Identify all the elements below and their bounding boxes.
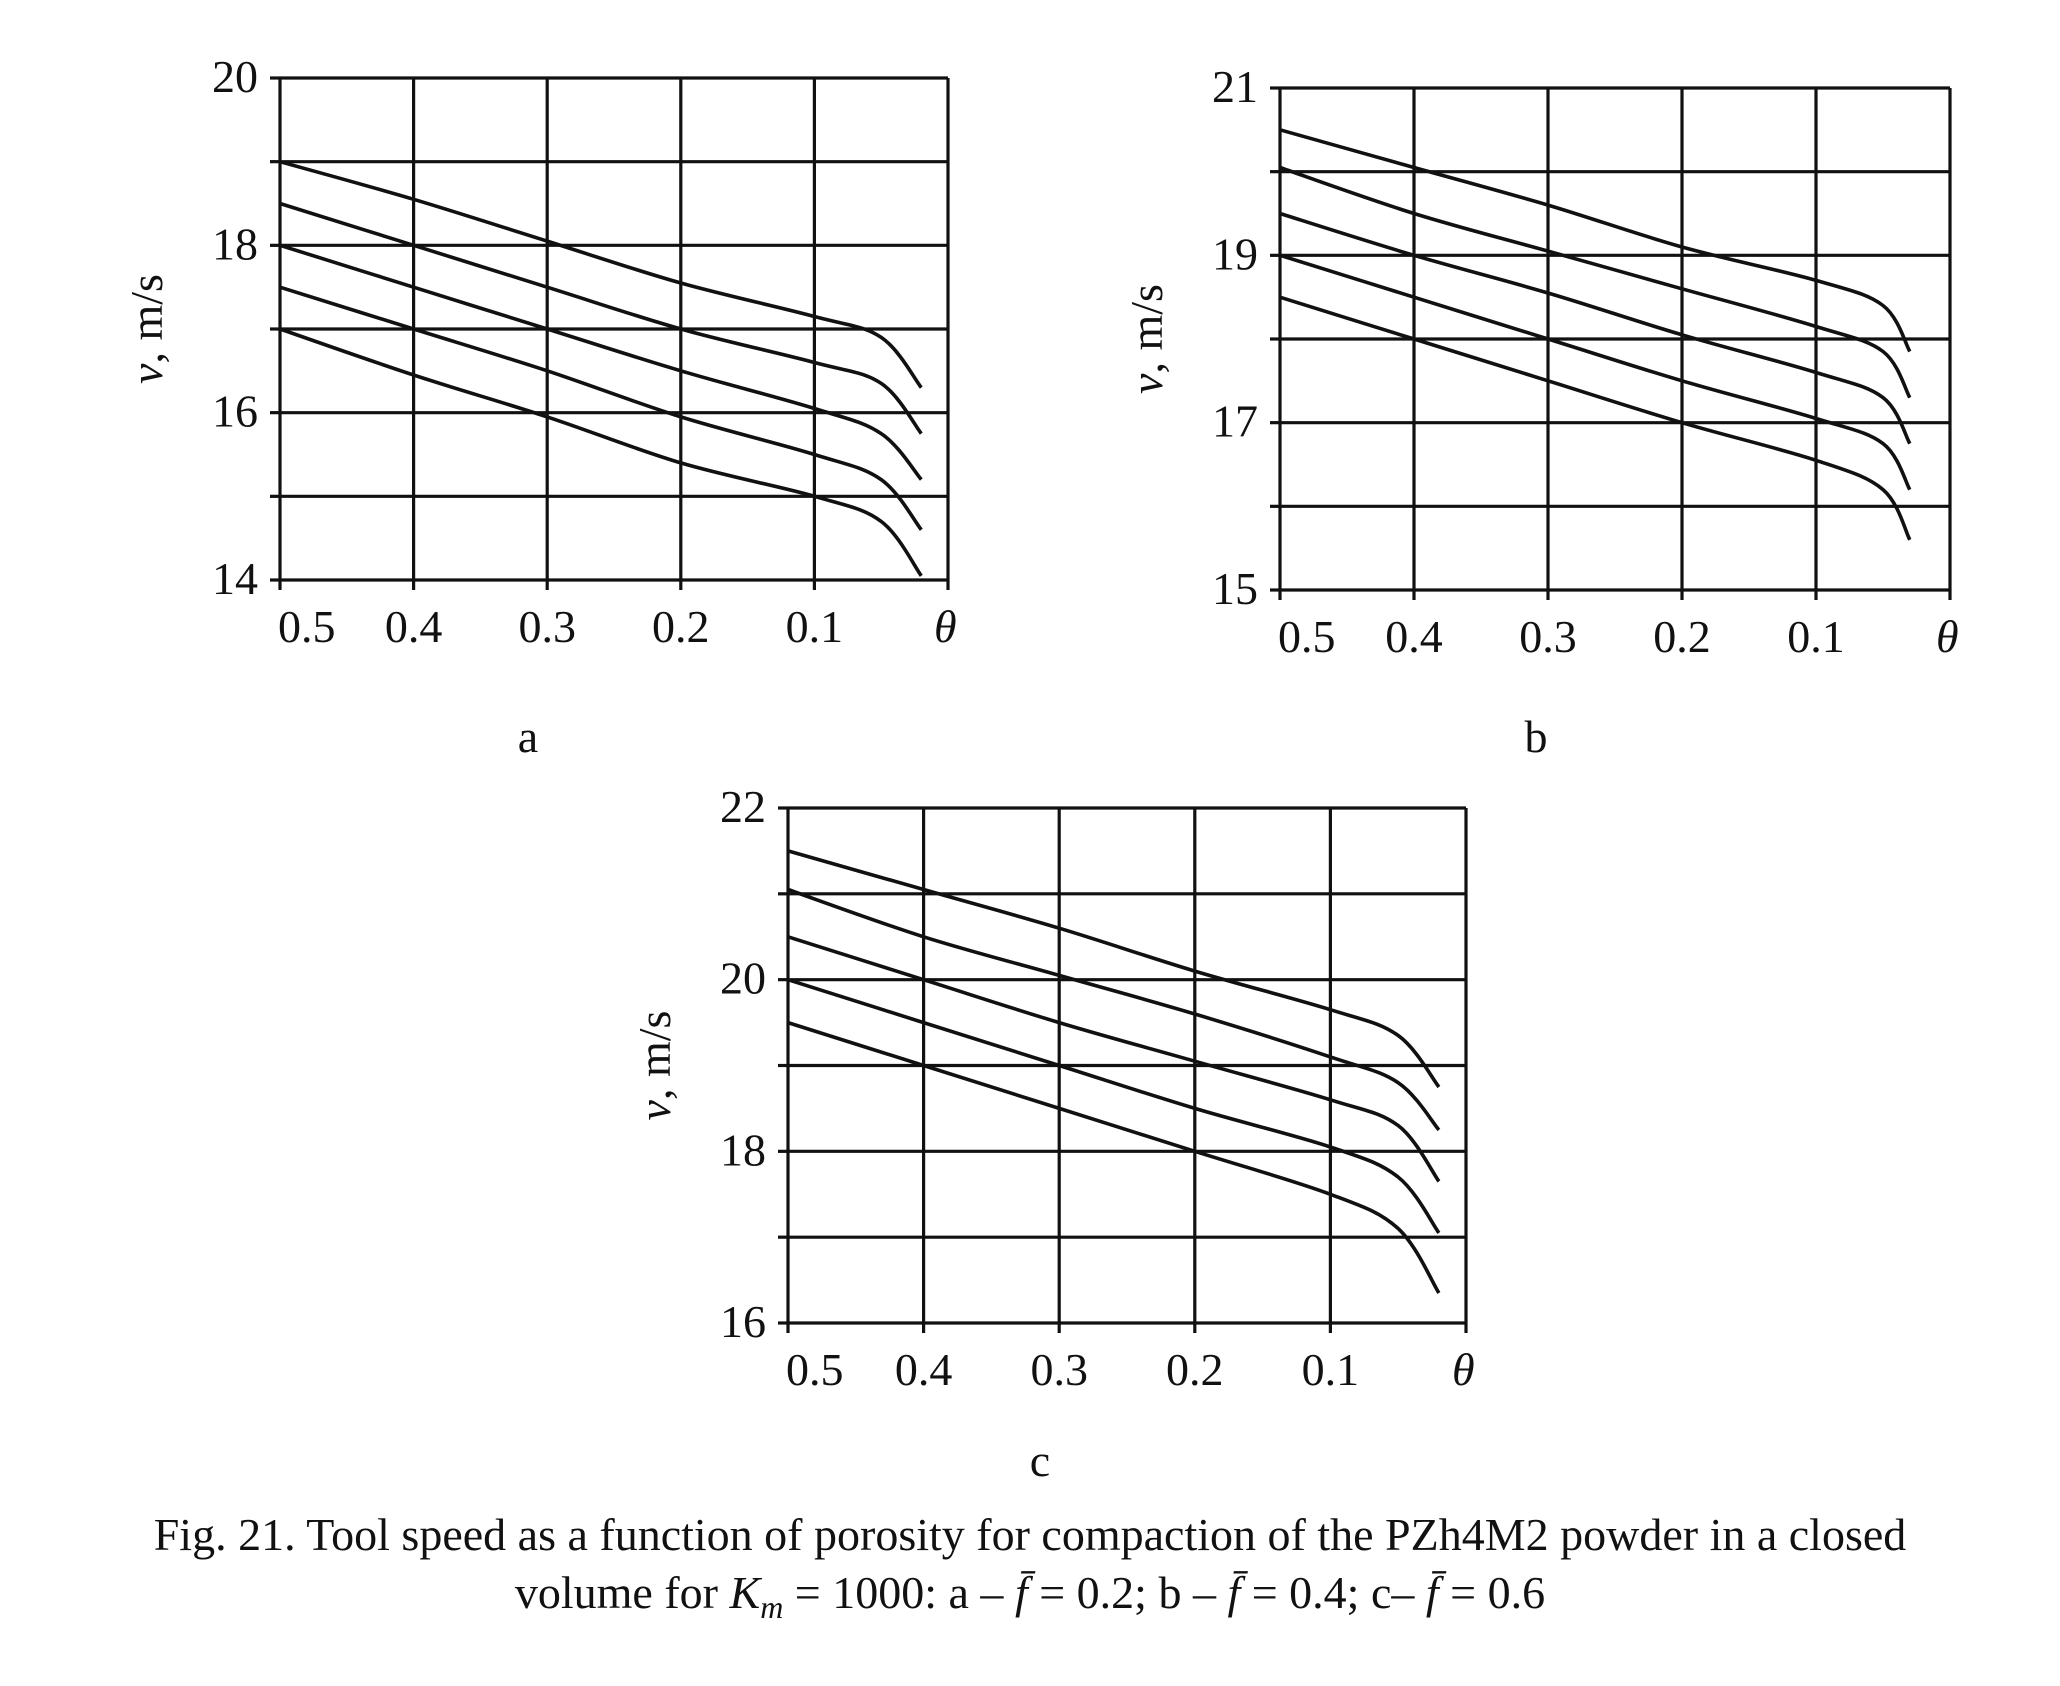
series-line-4	[1279, 253, 1912, 491]
series-line-4	[279, 285, 923, 531]
y-axis-symbol: v	[629, 1099, 680, 1120]
caption-km-subscript: m	[760, 1589, 784, 1626]
x-tick-label: 0.5	[278, 601, 336, 652]
series-line-3	[279, 243, 923, 481]
caption-prefix: volume for	[514, 1567, 730, 1618]
y-axis-unit: , m/s	[1121, 284, 1172, 373]
caption-km-value: = 1000: a –	[783, 1567, 1015, 1618]
caption-value-c: = 0.6	[1438, 1567, 1546, 1618]
x-tick-label: 0.3	[1030, 1344, 1088, 1395]
series-line-1	[787, 849, 1441, 1089]
caption-f-symbol-a: f̄	[1014, 1567, 1028, 1618]
y-tick-label: 16	[212, 386, 258, 437]
y-axis-label: v, m/s	[121, 274, 172, 384]
series-line-5	[787, 1020, 1441, 1294]
y-tick-label: 15	[1212, 563, 1258, 614]
series-line-5	[1279, 295, 1912, 541]
x-tick-label: 0.2	[1653, 611, 1711, 662]
x-axis-label: θ	[1936, 611, 1959, 662]
y-tick-label: 19	[1212, 228, 1258, 279]
y-axis-unit: , m/s	[121, 274, 172, 363]
figure-caption: Fig. 21. Tool speed as a function of por…	[30, 1506, 2030, 1636]
series-line-2	[1279, 165, 1912, 399]
series-line-3	[787, 935, 1441, 1183]
caption-line-1: Fig. 21. Tool speed as a function of por…	[153, 1509, 1907, 1560]
caption-km-symbol: K	[729, 1567, 761, 1618]
y-tick-label: 17	[1212, 396, 1258, 447]
series-line-2	[279, 201, 923, 435]
y-axis-symbol: v	[121, 363, 172, 384]
x-tick-label: 0.2	[652, 601, 710, 652]
x-tick-label: 0.2	[1166, 1344, 1224, 1395]
caption-value-b: = 0.4; c–	[1240, 1567, 1426, 1618]
y-axis-label: v, m/s	[1121, 284, 1172, 394]
x-tick-label: 0.4	[895, 1344, 953, 1395]
panel-label: b	[1525, 711, 1548, 762]
chart-panel-b: 15 17 19 21 0.5 0.4 0.3 0.2 0.1 θ v, m/s b	[1121, 61, 1959, 762]
y-axis-unit: , m/s	[629, 1011, 680, 1100]
caption-f-symbol-c: f̄	[1425, 1567, 1439, 1618]
y-axis-label: v, m/s	[629, 1011, 680, 1121]
series-line-2	[787, 887, 1441, 1132]
chart-panel-a: 14 16 18 20 0.5 0.4 0.3 0.2 0.1 θ v, m/s a	[121, 51, 957, 762]
x-tick-label: 0.1	[1302, 1344, 1360, 1395]
y-tick-label: 20	[212, 51, 258, 102]
x-tick-label: 0.3	[518, 601, 576, 652]
series-line-1	[1279, 128, 1912, 353]
y-tick-label: 22	[720, 781, 766, 832]
series-line-4	[787, 977, 1441, 1234]
x-tick-label: 0.3	[1519, 611, 1577, 662]
x-tick-label: 0.1	[786, 601, 844, 652]
y-axis-symbol: v	[1121, 373, 1172, 394]
y-tick-label: 14	[212, 553, 258, 604]
x-axis-label: θ	[934, 601, 957, 652]
panel-label: c	[1030, 1435, 1050, 1486]
x-tick-label: 0.5	[786, 1344, 844, 1395]
series-line-5	[279, 327, 923, 577]
chart-panel-c: 16 18 20 22 0.5 0.4 0.3 0.2 0.1 θ v, m/s c	[629, 781, 1475, 1486]
caption-value-a: = 0.2; b –	[1027, 1567, 1228, 1618]
series-line-1	[279, 159, 923, 389]
x-tick-label: 0.5	[1278, 611, 1336, 662]
y-tick-label: 20	[720, 953, 766, 1004]
series-line-3	[1279, 211, 1912, 445]
caption-line-2: volume for Km = 1000: a – f̄ = 0.2; b – …	[30, 1564, 2030, 1636]
x-axis-label: θ	[1452, 1344, 1475, 1395]
y-tick-label: 18	[212, 218, 258, 269]
x-tick-label: 0.1	[1787, 611, 1845, 662]
x-tick-label: 0.4	[1385, 611, 1443, 662]
panel-label: a	[518, 711, 538, 762]
y-tick-label: 16	[720, 1296, 766, 1347]
y-tick-label: 21	[1212, 61, 1258, 112]
caption-f-symbol-b: f̄	[1227, 1567, 1241, 1618]
x-tick-label: 0.4	[385, 601, 443, 652]
y-tick-label: 18	[720, 1124, 766, 1175]
